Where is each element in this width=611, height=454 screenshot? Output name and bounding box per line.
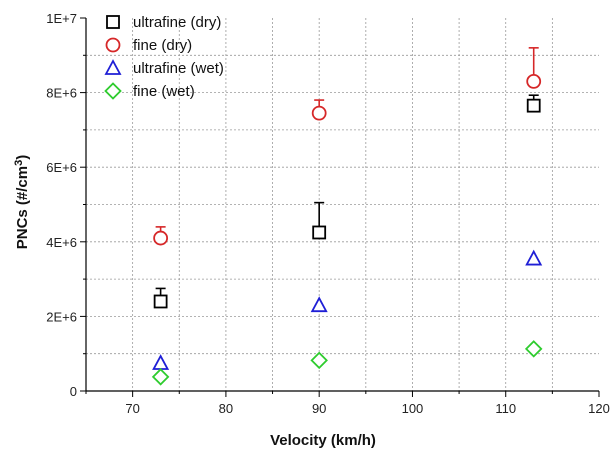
y-tick-label: 8E+6 bbox=[46, 86, 77, 101]
y-axis-label: PNCs (#/cm3) bbox=[13, 155, 31, 250]
y-tick-label: 0 bbox=[70, 384, 77, 399]
data-point-square bbox=[312, 225, 327, 240]
x-axis-ticks: 70 80 90 100 110 120 bbox=[85, 391, 610, 416]
legend-label: ultrafine (wet) bbox=[133, 60, 224, 77]
data-point-triangle bbox=[152, 354, 170, 370]
x-tick-label: 120 bbox=[588, 401, 610, 416]
y-tick-label: 1E+7 bbox=[46, 11, 77, 26]
data-marks bbox=[151, 47, 543, 386]
legend-label: fine (wet) bbox=[133, 83, 195, 100]
data-point-triangle bbox=[310, 296, 328, 313]
data-point-diamond bbox=[524, 340, 543, 358]
x-tick-label: 70 bbox=[125, 401, 139, 416]
x-tick-label: 110 bbox=[495, 401, 516, 416]
legend-marker-triangle bbox=[104, 59, 122, 75]
data-point-diamond bbox=[310, 351, 328, 370]
data-point-square bbox=[153, 294, 168, 309]
legend-label: ultrafine (dry) bbox=[133, 14, 221, 31]
data-point-circle bbox=[153, 230, 169, 246]
x-tick-label: 100 bbox=[402, 401, 424, 416]
y-axis-ticks: 0 2E+6 4E+6 6E+6 8E+6 1E+7 bbox=[46, 11, 86, 399]
legend-label: fine (dry) bbox=[133, 37, 192, 54]
data-point-diamond bbox=[151, 368, 170, 386]
data-point-triangle bbox=[525, 249, 543, 266]
y-tick-label: 2E+6 bbox=[46, 309, 77, 324]
grid-lines bbox=[86, 18, 599, 391]
legend-marker-square bbox=[106, 15, 120, 29]
x-tick-label: 80 bbox=[219, 401, 233, 416]
y-tick-label: 6E+6 bbox=[46, 160, 77, 175]
x-tick-label: 90 bbox=[312, 401, 326, 416]
y-tick-label: 4E+6 bbox=[46, 235, 77, 250]
data-point-circle bbox=[526, 74, 542, 89]
legend-marker-diamond bbox=[104, 82, 122, 100]
data-point-circle bbox=[311, 105, 327, 121]
legend-marker-circle bbox=[105, 37, 121, 53]
data-point-square bbox=[526, 98, 541, 113]
legend: ultrafine (dry) fine (dry) ultrafine (wet)… bbox=[104, 14, 224, 100]
x-axis-label: Velocity (km/h) bbox=[270, 432, 376, 449]
